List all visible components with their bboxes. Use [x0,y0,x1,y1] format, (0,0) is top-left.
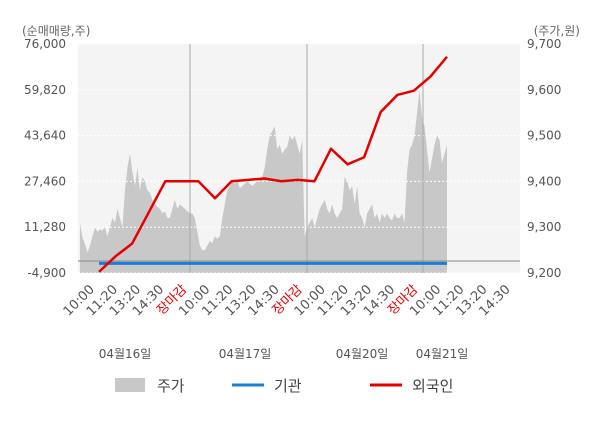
left-axis-unit: (순매매량,주) [22,24,90,38]
date-label: 04월17일 [219,347,272,361]
legend-label: 외국인 [412,377,453,395]
date-label: 04월20일 [336,347,389,361]
right-axis-tick-label: 9,500 [527,129,561,143]
legend: 주가 기관 외국인 [115,377,453,395]
right-axis-unit: (주가,원) [534,24,580,38]
foreign-line [98,55,448,273]
left-axis-tick-label: 43,640 [24,129,66,143]
left-axis-tick-label: 11,280 [24,220,66,234]
right-axis-tick-label: 9,600 [527,83,561,97]
axes: (순매매량,주) (주가,원) 76,000 59,820 43,640 27,460… [22,24,580,361]
date-label: 04월16일 [99,347,152,361]
right-axis-tick-label: 9,700 [527,37,561,51]
right-axis-tick-label: 9,400 [527,174,561,188]
legend-swatch-price [115,378,145,392]
left-axis-tick-label: 27,460 [24,174,66,188]
right-axis-tick-label: 9,300 [527,220,561,234]
legend-label: 기관 [274,377,302,395]
date-label: 04월21일 [416,347,469,361]
left-axis-tick-label: 76,000 [24,37,66,51]
flow-lines [98,55,448,273]
legend-label: 주가 [157,377,185,395]
right-axis-tick-label: 9,200 [527,266,561,280]
left-axis-tick-label: 59,820 [24,83,66,97]
grid-lines [78,43,520,274]
left-axis-tick-label: -4,900 [27,266,66,280]
